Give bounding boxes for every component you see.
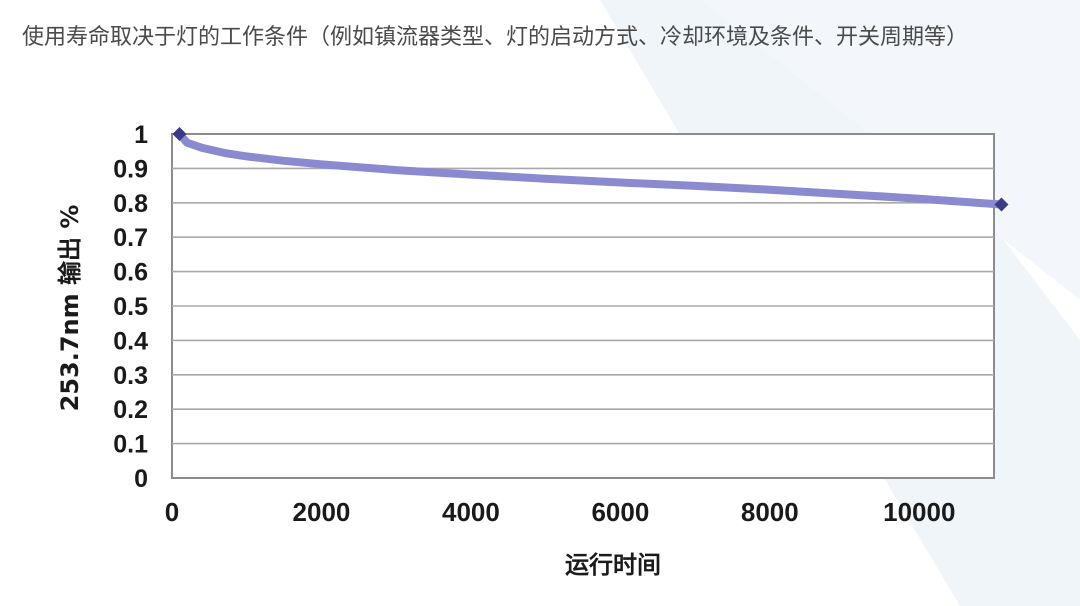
y-tick-label: 0.6: [113, 259, 148, 287]
y-tick-label: 0.9: [113, 155, 148, 183]
data-point-marker: [994, 197, 1009, 212]
y-tick-label: 0.4: [113, 327, 148, 355]
y-axis-ticks: 0 0.1 0.2 0.3 0.4 0.5 0.6 0.7 0.8 0.9 1: [113, 121, 148, 493]
y-tick-label: 0: [134, 465, 148, 493]
data-point-marker: [172, 127, 187, 141]
x-tick-label: 4000: [442, 497, 500, 527]
x-tick-label: 6000: [591, 497, 649, 527]
y-axis-title: 253.7nm 输出 %: [56, 205, 84, 412]
series-line: [175, 130, 1006, 209]
y-tick-label: 0.2: [113, 396, 148, 424]
x-tick-label: 8000: [741, 497, 799, 527]
y-tick-label: 0.8: [113, 190, 148, 218]
y-tick-label: 0.5: [113, 293, 148, 321]
caption-text: 使用寿命取决于灯的工作条件（例如镇流器类型、灯的启动方式、冷却环境及条件、开关周…: [22, 25, 969, 50]
y-tick-label: 1: [134, 121, 148, 149]
y-tick-label: 0.1: [113, 431, 148, 459]
x-axis-ticks: 0 2000 4000 6000 8000 10000: [165, 497, 956, 527]
y-tick-label: 0.7: [113, 224, 148, 252]
y-tick-label: 0.3: [113, 362, 148, 390]
grid-lines: [172, 167, 994, 445]
x-axis-title: 运行时间: [565, 551, 661, 579]
x-tick-label: 0: [165, 497, 179, 527]
x-tick-label: 10000: [883, 497, 955, 527]
series-markers: [172, 127, 1009, 212]
x-tick-label: 2000: [293, 497, 351, 527]
